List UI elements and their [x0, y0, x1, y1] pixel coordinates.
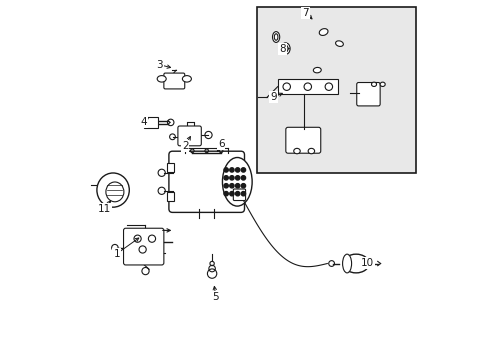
Ellipse shape: [371, 82, 376, 86]
Bar: [144, 117, 158, 128]
Text: 10: 10: [360, 258, 373, 268]
Text: 5: 5: [212, 292, 219, 302]
FancyBboxPatch shape: [178, 126, 201, 146]
Ellipse shape: [343, 254, 368, 273]
Text: 11: 11: [97, 204, 110, 214]
Ellipse shape: [335, 41, 343, 46]
Ellipse shape: [342, 254, 351, 273]
Circle shape: [224, 192, 228, 196]
FancyBboxPatch shape: [123, 228, 163, 265]
Ellipse shape: [272, 32, 279, 42]
Ellipse shape: [283, 45, 287, 52]
FancyBboxPatch shape: [285, 127, 320, 153]
Text: 3: 3: [156, 60, 163, 70]
Circle shape: [241, 192, 245, 196]
Ellipse shape: [182, 76, 191, 82]
Circle shape: [229, 184, 234, 188]
Text: 8: 8: [279, 44, 285, 54]
Text: 2: 2: [182, 141, 188, 151]
FancyBboxPatch shape: [168, 151, 244, 212]
Bar: [257, 7, 415, 173]
Ellipse shape: [157, 76, 166, 82]
Text: 9: 9: [269, 92, 276, 102]
FancyBboxPatch shape: [356, 82, 379, 106]
Circle shape: [229, 192, 234, 196]
FancyBboxPatch shape: [233, 189, 245, 201]
FancyBboxPatch shape: [163, 73, 184, 89]
Circle shape: [241, 184, 245, 188]
Ellipse shape: [319, 29, 327, 35]
Ellipse shape: [293, 148, 300, 154]
Circle shape: [224, 176, 228, 180]
Circle shape: [241, 176, 245, 180]
Circle shape: [241, 168, 245, 172]
Circle shape: [229, 176, 234, 180]
Text: 4: 4: [140, 117, 147, 127]
Circle shape: [224, 184, 228, 188]
Ellipse shape: [106, 182, 123, 202]
Circle shape: [235, 192, 239, 196]
Text: 7: 7: [302, 8, 308, 18]
Ellipse shape: [274, 34, 277, 40]
Ellipse shape: [313, 67, 321, 73]
Circle shape: [235, 168, 239, 172]
Bar: [167, 192, 173, 201]
Bar: [277, 79, 337, 94]
Ellipse shape: [281, 43, 289, 54]
Ellipse shape: [222, 158, 252, 206]
Circle shape: [229, 168, 234, 172]
Circle shape: [235, 176, 239, 180]
Circle shape: [235, 184, 239, 188]
Text: 1: 1: [113, 249, 120, 259]
Circle shape: [224, 168, 228, 172]
Text: 6: 6: [217, 139, 224, 149]
Ellipse shape: [97, 173, 129, 207]
Bar: [167, 163, 173, 172]
Ellipse shape: [307, 148, 314, 154]
Ellipse shape: [379, 82, 385, 86]
